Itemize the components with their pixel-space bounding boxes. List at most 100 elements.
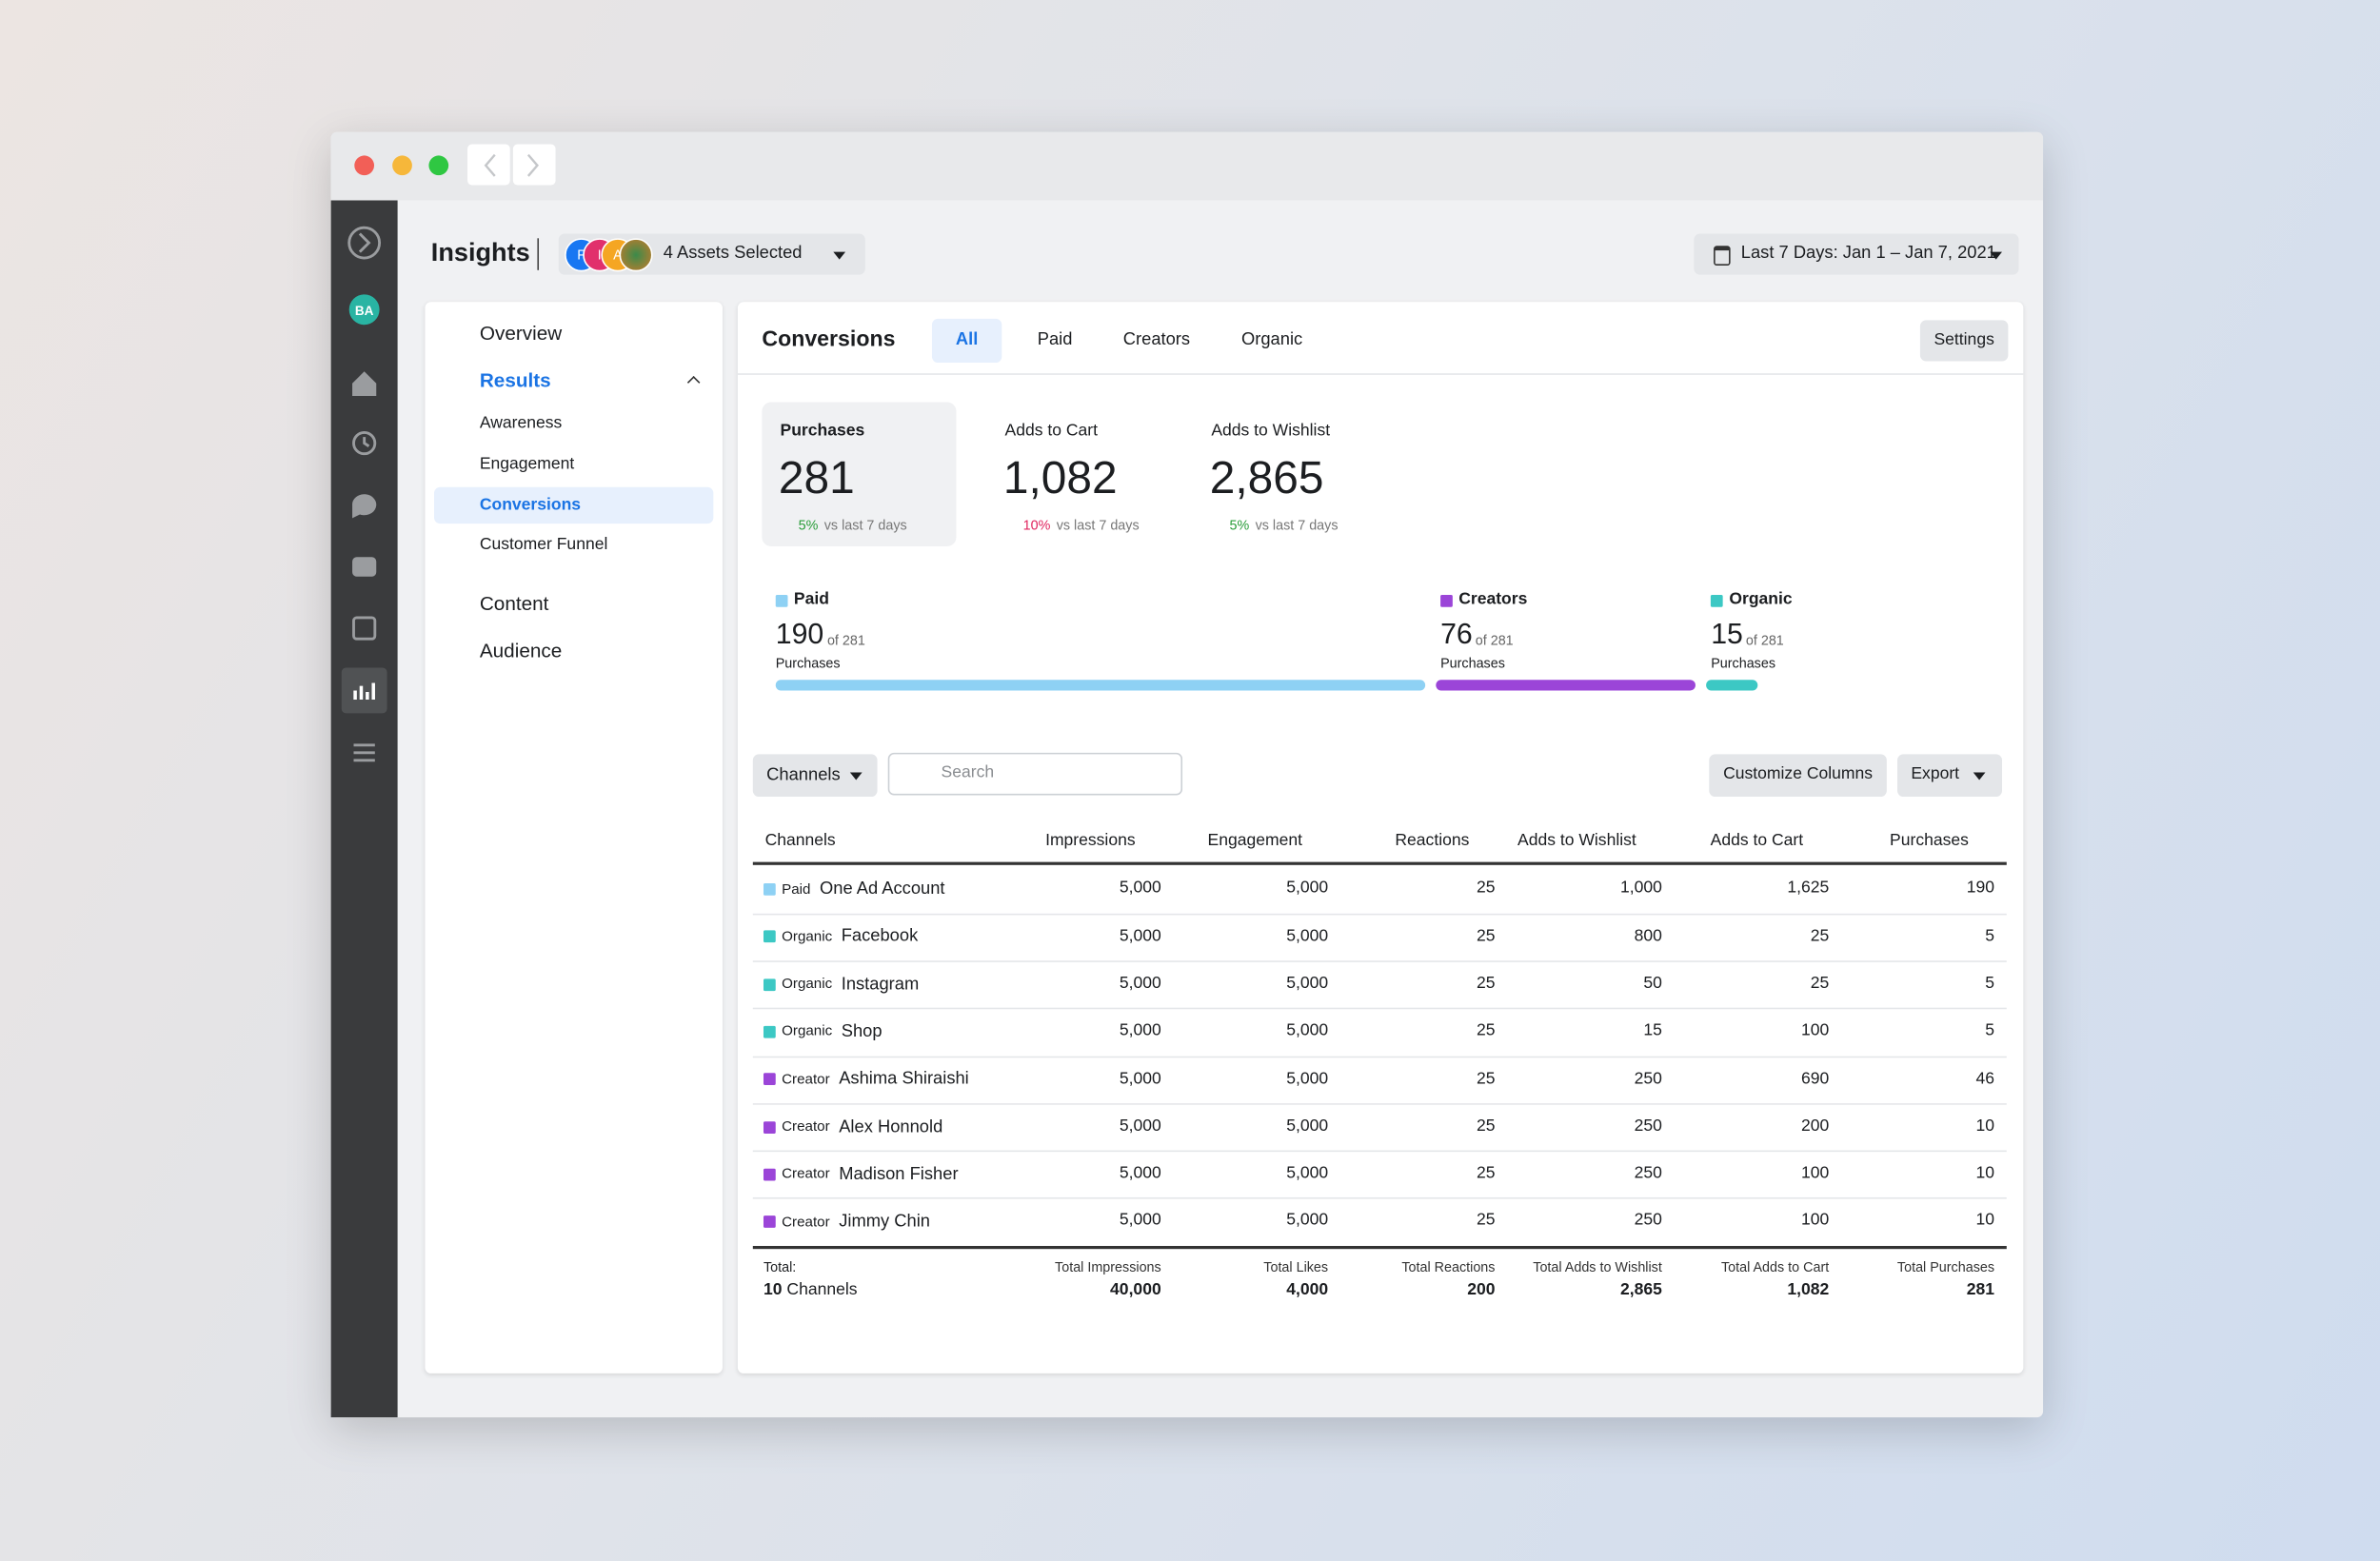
table-cell: 25 <box>1476 1116 1496 1136</box>
column-header[interactable]: Adds to Wishlist <box>1517 829 1662 854</box>
nav-subitem[interactable]: Conversions <box>479 495 582 515</box>
total-value: 2,865 <box>1619 1281 1662 1300</box>
nav-subitem[interactable]: Awareness <box>479 414 563 433</box>
tab[interactable]: Creators <box>1122 330 1191 349</box>
export-button[interactable]: Export <box>1897 754 2003 798</box>
channel-cell: Organic Shop <box>763 1019 883 1044</box>
sort-icon[interactable] <box>1813 833 1830 848</box>
home-icon[interactable] <box>352 371 377 396</box>
proportion-bar <box>1436 680 1696 691</box>
metric-card[interactable]: Adds to Wishlist 2,865 5% vs last 7 days <box>1193 403 1387 546</box>
total-label: Total Adds to Cart <box>1720 1259 1830 1274</box>
table-cell: 25 <box>1476 926 1496 945</box>
avatar[interactable] <box>348 294 380 326</box>
forward-button[interactable] <box>512 144 556 186</box>
date-range-picker[interactable]: Last 7 Days: Jan 1 – Jan 7, 2021 <box>1694 233 2019 275</box>
channels-dropdown[interactable]: Channels <box>752 754 878 798</box>
settings-button[interactable]: Settings <box>1919 320 2009 362</box>
table-cell: 50 <box>1643 974 1662 993</box>
total-label: Total Adds to Wishlist <box>1533 1259 1662 1274</box>
customize-columns-button[interactable]: Customize Columns <box>1709 754 1887 798</box>
tab[interactable]: Organic <box>1240 330 1303 349</box>
assets-label: 4 Assets Selected <box>663 245 803 264</box>
table-cell: 690 <box>1800 1069 1830 1088</box>
history-icon[interactable] <box>352 430 377 456</box>
channel-swatch <box>763 882 776 896</box>
table-cell: 25 <box>1476 879 1496 898</box>
sort-icon[interactable] <box>1312 833 1329 848</box>
channel-type: Organic <box>782 1023 833 1040</box>
active-bg <box>341 667 387 714</box>
sort-icon[interactable] <box>844 833 862 848</box>
table-cell: 46 <box>1975 1069 1995 1088</box>
metric-value: 2,865 <box>1209 453 1324 504</box>
channel-type: Creator <box>782 1071 830 1088</box>
table-cell: 100 <box>1800 1021 1830 1040</box>
page-title: Insights <box>430 238 530 267</box>
metric-card[interactable]: Purchases 281 5% vs last 7 days <box>762 402 957 546</box>
close-button[interactable] <box>354 155 375 176</box>
column-label: Engagement <box>1207 831 1302 850</box>
tab[interactable]: Paid <box>1037 330 1073 349</box>
channels-label: Channels <box>766 766 841 785</box>
column-header[interactable]: Impressions <box>1045 829 1161 854</box>
column-header[interactable]: Adds to Cart <box>1711 829 1830 854</box>
channel-name: Facebook <box>841 927 919 946</box>
channel-type: Organic <box>782 928 833 945</box>
nav-item[interactable]: Results <box>479 368 551 392</box>
nav-subitem[interactable]: Customer Funnel <box>479 536 608 555</box>
column-header[interactable]: Engagement <box>1208 829 1329 854</box>
back-button[interactable] <box>467 144 510 186</box>
channel-swatch <box>763 1215 776 1229</box>
channel-name: Ashima Shiraishi <box>839 1070 969 1089</box>
sort-icon[interactable] <box>1478 833 1496 848</box>
trend-arrow <box>784 519 798 532</box>
total-value: 40,000 <box>1110 1281 1161 1300</box>
proportion-bar <box>1706 680 1758 691</box>
logo[interactable] <box>347 226 382 260</box>
insights-icon[interactable] <box>353 682 375 701</box>
channel-cell: Organic Facebook <box>763 924 919 949</box>
nav-item[interactable]: Audience <box>479 638 563 662</box>
column-header[interactable]: Purchases <box>1890 829 1994 854</box>
table-cell: 5,000 <box>1286 974 1329 993</box>
chat-icon[interactable] <box>352 494 377 519</box>
table-cell: 1,625 <box>1787 879 1830 898</box>
feedback-icon[interactable] <box>352 557 377 577</box>
metric-card[interactable]: Adds to Cart 1,082 10% vs last 7 days <box>986 403 1180 546</box>
tab[interactable]: All <box>955 330 979 349</box>
channel-name: Shop <box>841 1022 883 1041</box>
settings-label: Settings <box>1934 330 1994 349</box>
library-icon[interactable] <box>352 616 377 641</box>
sort-icon[interactable] <box>1978 833 1995 848</box>
minimize-button[interactable] <box>392 155 412 176</box>
count-label: Channels <box>786 1280 858 1299</box>
metric-change: 5% <box>798 517 819 533</box>
nav-item[interactable]: Content <box>479 591 549 615</box>
channel-cell: Paid One Ad Account <box>763 878 945 902</box>
search-placeholder: Search <box>941 763 995 782</box>
sort-icon[interactable] <box>1144 833 1161 848</box>
collapse-chevron[interactable] <box>686 376 701 389</box>
column-header[interactable]: Reactions <box>1395 829 1495 854</box>
table-cell: 25 <box>1810 926 1830 945</box>
divider <box>537 238 540 270</box>
nav-subitem[interactable]: Engagement <box>479 455 575 474</box>
total-value: 1,082 <box>1787 1281 1830 1300</box>
breakdown-of: of 281 <box>826 632 865 648</box>
table-cell: 25 <box>1810 974 1830 993</box>
search-box[interactable]: Search <box>887 752 1183 796</box>
zoom-button[interactable] <box>428 155 449 176</box>
channel-swatch <box>763 1025 776 1038</box>
column-header[interactable]: Channels <box>765 829 862 854</box>
column-label: Purchases <box>1890 831 1969 850</box>
sort-icon[interactable] <box>1645 833 1662 848</box>
nav-item[interactable]: Overview <box>479 321 563 345</box>
menu-icon[interactable] <box>353 743 375 762</box>
table-cell: 100 <box>1800 1164 1830 1183</box>
table-cell: 25 <box>1476 974 1496 993</box>
legend-swatch <box>1711 595 1723 607</box>
date-range-label: Last 7 Days: Jan 1 – Jan 7, 2021 <box>1740 245 1996 264</box>
